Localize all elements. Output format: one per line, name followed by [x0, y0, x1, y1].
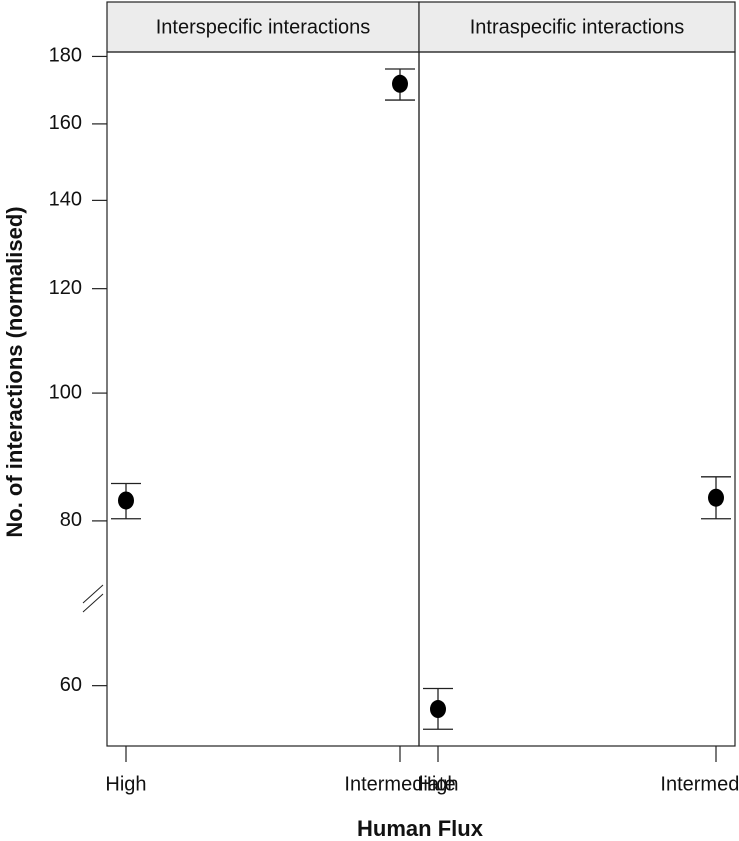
point: [430, 700, 446, 719]
x-tick-label: Intermediate: [660, 773, 739, 795]
y-tick-label: 100: [49, 381, 82, 403]
y-tick-label: 120: [49, 277, 82, 299]
point: [118, 491, 134, 510]
x-axis-title: Human Flux: [357, 816, 484, 841]
y-tick-label: 140: [49, 189, 82, 211]
x-tick-label: Intermediate: [344, 773, 455, 795]
y-tick-label: 160: [49, 112, 82, 134]
strip: [418, 1, 736, 53]
y-tick-label: 60: [60, 674, 82, 696]
axis-break: [82, 584, 104, 604]
x-tick-label: High: [105, 773, 146, 795]
point: [708, 488, 724, 507]
panel-title: Intraspecific interactions: [470, 16, 685, 38]
y-tick-label: 80: [60, 509, 82, 531]
y-tick-label: 180: [49, 45, 82, 67]
panel-frame: [418, 51, 736, 747]
y-axis-title: No. of interactions (normalised): [2, 206, 27, 537]
panel-title: Interspecific interactions: [156, 16, 371, 38]
panel-frame: [106, 51, 420, 747]
strip: [106, 1, 420, 53]
point: [392, 74, 408, 93]
axis-break: [82, 593, 104, 613]
x-tick-label: High: [417, 773, 458, 795]
